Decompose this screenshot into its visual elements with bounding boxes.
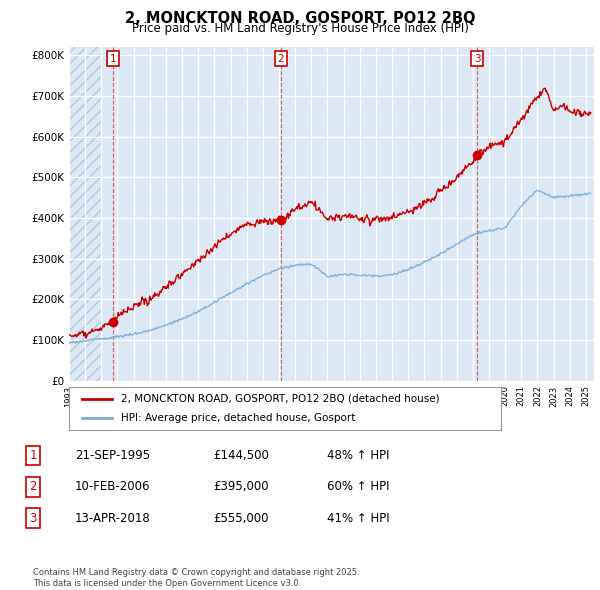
Text: Price paid vs. HM Land Registry's House Price Index (HPI): Price paid vs. HM Land Registry's House … bbox=[131, 22, 469, 35]
Text: 3: 3 bbox=[474, 54, 481, 64]
Point bbox=[109, 415, 116, 422]
Text: 2, MONCKTON ROAD, GOSPORT, PO12 2BQ: 2, MONCKTON ROAD, GOSPORT, PO12 2BQ bbox=[125, 11, 475, 25]
Point bbox=[109, 395, 116, 402]
Text: £395,000: £395,000 bbox=[213, 480, 269, 493]
Text: 13-APR-2018: 13-APR-2018 bbox=[75, 512, 151, 525]
Text: 41% ↑ HPI: 41% ↑ HPI bbox=[327, 512, 389, 525]
Text: 1: 1 bbox=[110, 54, 116, 64]
Text: 2, MONCKTON ROAD, GOSPORT, PO12 2BQ (detached house): 2, MONCKTON ROAD, GOSPORT, PO12 2BQ (det… bbox=[121, 394, 439, 404]
Text: 48% ↑ HPI: 48% ↑ HPI bbox=[327, 449, 389, 462]
Text: 10-FEB-2006: 10-FEB-2006 bbox=[75, 480, 151, 493]
Point bbox=[79, 395, 86, 402]
Bar bbox=[69, 47, 101, 381]
Text: 21-SEP-1995: 21-SEP-1995 bbox=[75, 449, 150, 462]
Text: HPI: Average price, detached house, Gosport: HPI: Average price, detached house, Gosp… bbox=[121, 413, 355, 423]
Point bbox=[79, 415, 86, 422]
Text: 60% ↑ HPI: 60% ↑ HPI bbox=[327, 480, 389, 493]
Text: 2: 2 bbox=[29, 480, 37, 493]
Text: Contains HM Land Registry data © Crown copyright and database right 2025.
This d: Contains HM Land Registry data © Crown c… bbox=[33, 568, 359, 588]
Text: 2: 2 bbox=[277, 54, 284, 64]
Text: 1: 1 bbox=[29, 449, 37, 462]
Text: £144,500: £144,500 bbox=[213, 449, 269, 462]
Text: 3: 3 bbox=[29, 512, 37, 525]
Text: £555,000: £555,000 bbox=[213, 512, 269, 525]
